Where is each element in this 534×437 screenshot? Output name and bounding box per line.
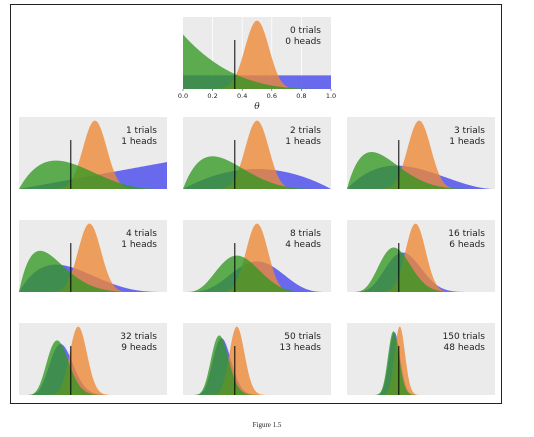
trials-label: 4 trials (126, 229, 157, 239)
posterior-curve-2 (19, 120, 167, 189)
x-tick-label: 1.0 (326, 92, 336, 100)
trials-label: 150 trials (443, 332, 486, 342)
posterior-curve-3 (183, 255, 331, 292)
posterior-curve-2 (347, 223, 495, 292)
heads-label: 1 heads (121, 240, 157, 250)
trials-label: 8 trials (290, 229, 321, 239)
posterior-curve-3 (19, 250, 167, 292)
heads-label: 4 heads (285, 240, 321, 250)
posterior-curve-3 (19, 340, 167, 395)
posterior-curve-2 (19, 223, 167, 292)
heads-label: 13 heads (280, 343, 322, 353)
trials-label: 1 trials (126, 126, 157, 136)
heads-label: 0 heads (285, 37, 321, 47)
heads-label: 9 heads (121, 343, 157, 353)
posterior-curve-2 (183, 20, 331, 90)
posterior-curve-3 (183, 156, 331, 189)
posterior-curve-2 (347, 120, 495, 189)
posterior-curve-2 (183, 223, 331, 292)
trials-label: 2 trials (290, 126, 321, 136)
x-tick-label: 0.8 (296, 92, 306, 100)
trials-label: 50 trials (284, 332, 321, 342)
figure-frame: 0 trials 0 heads 0.0 0.2 0.4 0.6 0.8 1.0 θ 1 tria… (10, 4, 502, 404)
posterior-curve-3 (183, 34, 331, 89)
trials-label: 32 trials (120, 332, 157, 342)
x-tick-label: 0.4 (237, 92, 247, 100)
trials-label: 16 trials (448, 229, 485, 239)
x-axis-label: θ (254, 102, 260, 112)
x-tick-label: 0.2 (207, 92, 217, 100)
x-axis: 0.0 0.2 0.4 0.6 0.8 1.0 θ (178, 89, 336, 112)
heads-label: 1 heads (121, 137, 157, 147)
posterior-curve-3 (19, 160, 167, 189)
trials-label: 3 trials (454, 126, 485, 136)
heads-label: 1 heads (449, 137, 485, 147)
trials-label: 0 trials (290, 26, 321, 36)
posterior-curve-3 (347, 247, 495, 292)
posterior-curve-2 (183, 120, 331, 189)
posterior-curve-2 (19, 326, 167, 395)
heads-label: 6 heads (449, 240, 485, 250)
heads-label: 48 heads (444, 343, 486, 353)
posterior-curve-3 (183, 335, 331, 395)
x-tick-label: 0.6 (267, 92, 277, 100)
heads-label: 1 heads (285, 137, 321, 147)
figure-caption: Figure 1.5 (252, 421, 282, 429)
posterior-curve-3 (347, 152, 495, 189)
x-tick-label: 0.0 (178, 92, 188, 100)
panel-background (347, 323, 495, 395)
